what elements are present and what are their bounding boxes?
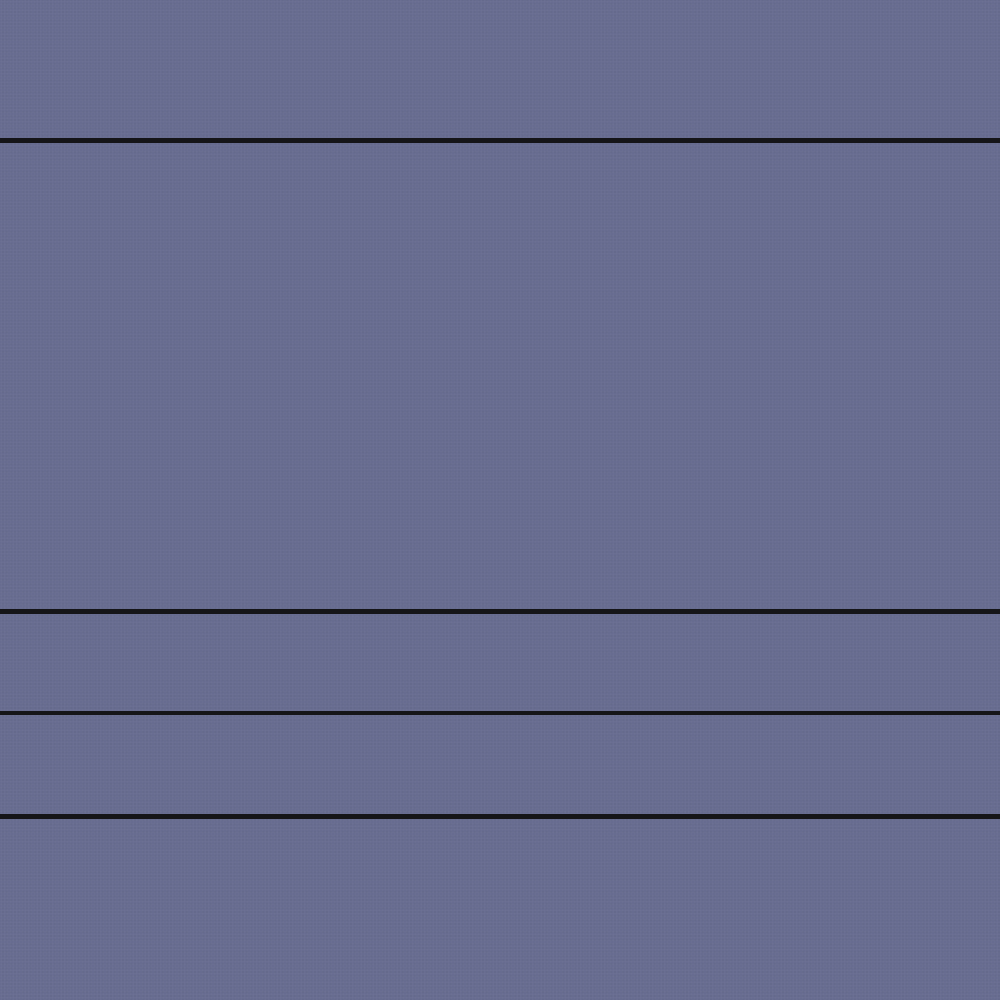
horizontal-divider-line: [0, 138, 1000, 143]
horizontal-divider-line: [0, 814, 1000, 819]
horizontal-divider-line: [0, 711, 1000, 715]
horizontal-divider-line: [0, 609, 1000, 614]
